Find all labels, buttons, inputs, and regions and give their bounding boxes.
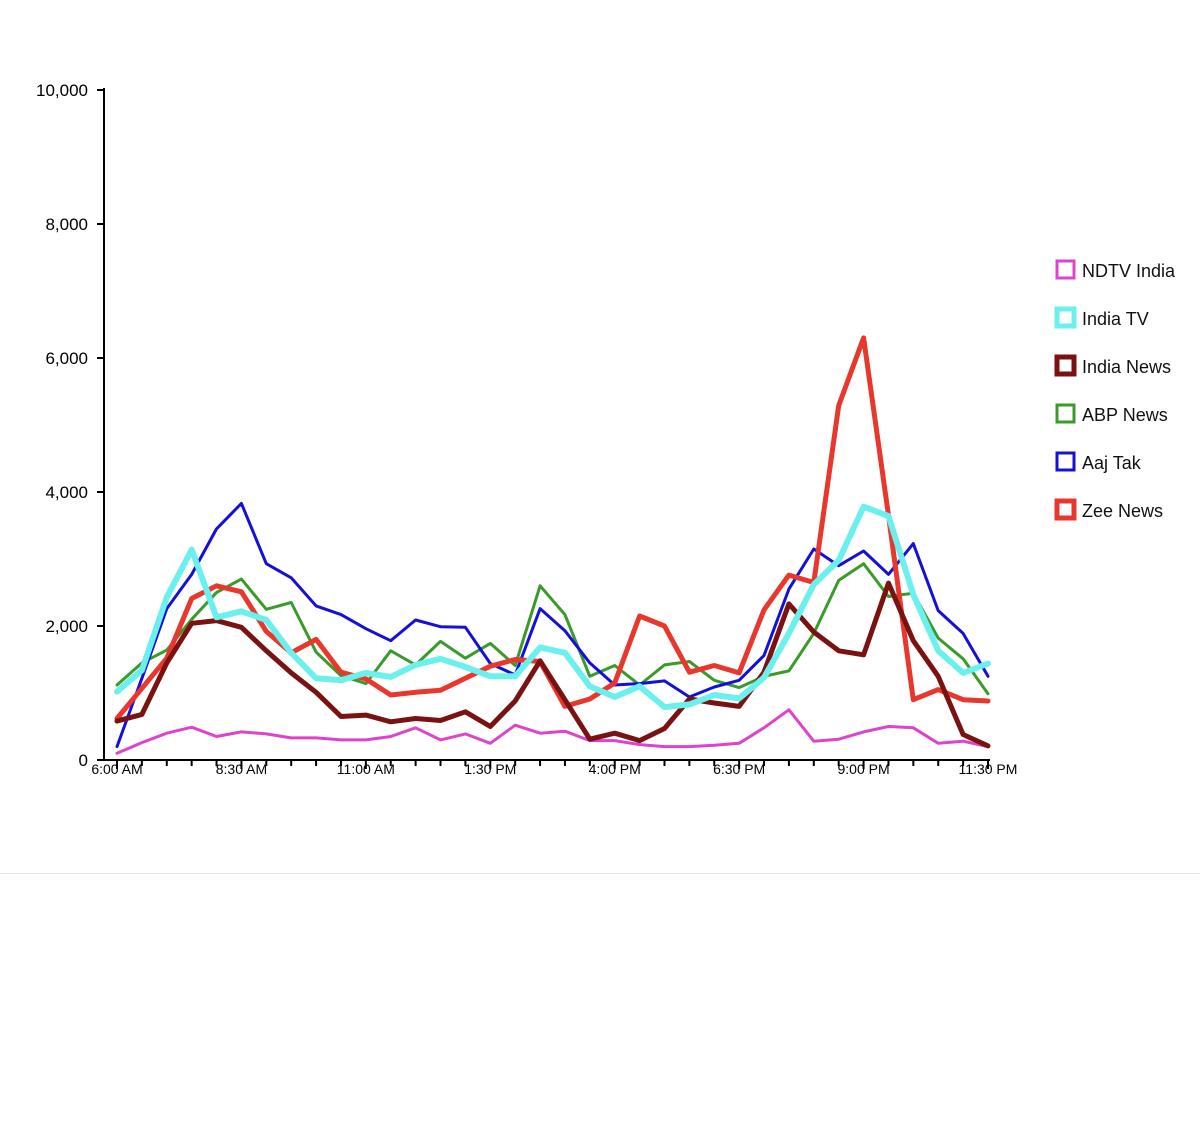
series-line-aaj-tak — [115, 501, 990, 749]
y-tick-label: 4,000 — [45, 483, 88, 502]
y-tick-label: 8,000 — [45, 215, 88, 234]
series-line-zee-news — [114, 335, 991, 721]
page-divider — [0, 873, 1200, 874]
y-tick-label: 6,000 — [45, 349, 88, 368]
series-line-ndtv-india — [115, 708, 990, 755]
x-tick-label: 11:30 PM — [959, 761, 1018, 777]
legend-label: ABP News — [1082, 405, 1168, 425]
y-axis: 0 2,000 4,000 6,000 8,000 10,000 — [36, 81, 105, 770]
series-line-india-news — [114, 580, 991, 749]
legend-label: Aaj Tak — [1082, 453, 1142, 473]
x-tick-label: 1:30 PM — [464, 761, 516, 777]
y-tick-label: 2,000 — [45, 617, 88, 636]
x-tick-label: 9:00 PM — [838, 761, 890, 777]
legend-swatch — [1054, 354, 1077, 377]
x-tick-label: 8:30 AM — [216, 761, 267, 777]
legend-label: Zee News — [1082, 501, 1163, 521]
line-chart: 0 2,000 4,000 6,000 8,000 10,000 6:00 AM 8:30 … — [36, 81, 1176, 777]
series-lines — [114, 335, 991, 755]
legend-swatch — [1055, 451, 1076, 472]
legend-swatch — [1055, 259, 1076, 280]
y-tick-label: 0 — [79, 751, 88, 770]
legend-label: India TV — [1082, 309, 1149, 329]
legend: NDTV India India TV India News ABP News Aaj … — [1054, 259, 1176, 521]
x-tick-label: 6:30 PM — [713, 761, 765, 777]
legend-label: NDTV India — [1082, 261, 1176, 281]
x-tick-label: 4:00 PM — [589, 761, 641, 777]
x-tick-label: 11:00 AM — [337, 761, 395, 777]
legend-swatch — [1054, 306, 1077, 329]
x-axis: 6:00 AM 8:30 AM 11:00 AM 1:30 PM 4:00 PM 6:30… — [91, 759, 1018, 777]
legend-swatch — [1055, 403, 1076, 424]
legend-swatch — [1054, 498, 1077, 521]
x-tick-label: 6:00 AM — [91, 761, 142, 777]
series-line-abp-news — [115, 562, 990, 696]
y-tick-label: 10,000 — [36, 81, 88, 100]
series-line-india-tv — [114, 503, 991, 711]
legend-label: India News — [1082, 357, 1171, 377]
